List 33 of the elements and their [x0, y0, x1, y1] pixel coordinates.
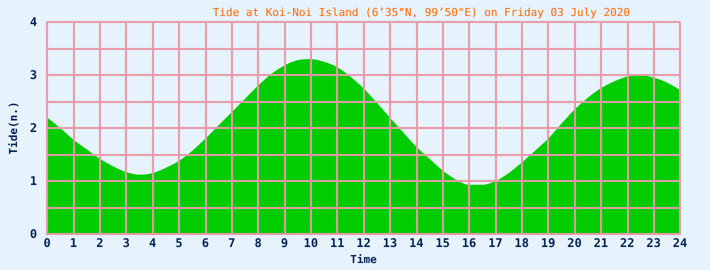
y-tick-label: 1: [30, 174, 38, 188]
x-tick-label: 7: [228, 236, 236, 250]
y-tick-label: 0: [30, 227, 38, 242]
x-tick-label: 23: [646, 236, 661, 250]
x-tick-label: 6: [202, 236, 209, 250]
x-tick-label: 0: [44, 236, 51, 250]
x-tick-label: 14: [409, 236, 424, 250]
y-axis-title: Tide(n.): [7, 102, 20, 155]
x-tick-label: 12: [356, 236, 371, 250]
chart-title: Tide at Koi-Noi Island (6’35"N, 99’50"E) on Friday 03 July 2020: [212, 6, 630, 19]
x-tick-label: 15: [435, 236, 450, 250]
x-tick-label: 9: [280, 236, 288, 250]
x-tick-label: 20: [567, 236, 582, 250]
x-tick-label: 10: [304, 236, 318, 250]
y-tick-label: 2: [30, 121, 38, 136]
x-tick-label: 4: [148, 236, 156, 250]
x-tick-label: 11: [330, 236, 344, 250]
x-tick-label: 22: [620, 236, 634, 250]
x-tick-label: 24: [672, 236, 688, 250]
x-tick-label: 19: [540, 236, 556, 250]
x-tick-label: 8: [254, 236, 262, 250]
y-tick-label: 3: [30, 68, 38, 82]
x-axis-title: Time: [350, 253, 378, 266]
x-tick-label: 2: [96, 236, 104, 250]
x-tick-label: 18: [514, 236, 530, 250]
x-tick-label: 5: [175, 236, 183, 250]
x-tick-label: 16: [462, 236, 476, 250]
x-tick-label: 1: [70, 236, 78, 250]
x-tick-label: 13: [382, 236, 398, 250]
x-tick-label: 21: [594, 236, 608, 250]
x-tick-label: 3: [122, 236, 130, 250]
x-tick-label: 17: [488, 236, 503, 250]
y-tick-label: 4: [30, 15, 38, 29]
